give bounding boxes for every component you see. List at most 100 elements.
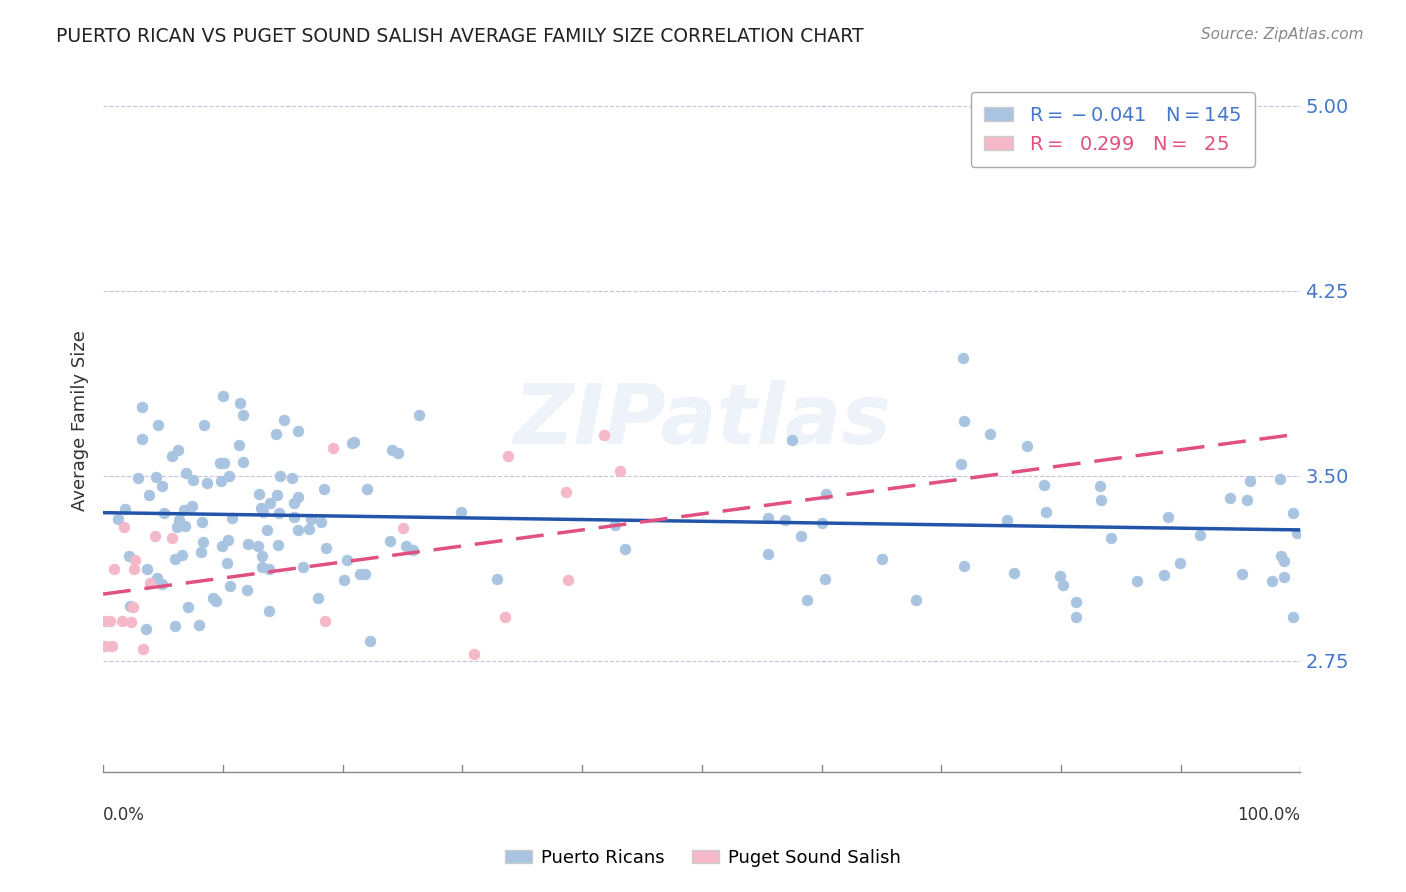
Point bbox=[112, 520, 135, 534]
Point bbox=[191, 515, 214, 529]
Point bbox=[401, 542, 423, 557]
Point bbox=[307, 591, 329, 605]
Point bbox=[1188, 528, 1211, 542]
Point bbox=[450, 504, 472, 518]
Point bbox=[356, 482, 378, 496]
Point bbox=[1052, 578, 1074, 592]
Point bbox=[555, 484, 578, 499]
Point bbox=[1017, 439, 1039, 453]
Y-axis label: Average Family Size: Average Family Size bbox=[72, 330, 89, 510]
Point bbox=[1170, 556, 1192, 570]
Point bbox=[180, 499, 202, 513]
Point bbox=[211, 539, 233, 553]
Point bbox=[349, 566, 371, 581]
Point bbox=[780, 433, 803, 447]
Point bbox=[287, 490, 309, 504]
Point bbox=[1230, 567, 1253, 582]
Point bbox=[354, 567, 377, 582]
Point bbox=[202, 591, 225, 605]
Point bbox=[267, 538, 290, 552]
Point bbox=[359, 634, 381, 648]
Point bbox=[121, 599, 143, 614]
Point bbox=[236, 536, 259, 550]
Point bbox=[756, 548, 779, 562]
Point bbox=[870, 552, 893, 566]
Point bbox=[1125, 574, 1147, 588]
Point bbox=[1002, 566, 1025, 580]
Text: 100.0%: 100.0% bbox=[1237, 806, 1301, 824]
Point bbox=[153, 506, 176, 520]
Point bbox=[1282, 610, 1305, 624]
Point bbox=[143, 529, 166, 543]
Point bbox=[176, 599, 198, 614]
Point bbox=[314, 615, 336, 629]
Point bbox=[392, 521, 415, 535]
Point bbox=[174, 519, 197, 533]
Point bbox=[131, 400, 153, 414]
Point bbox=[814, 573, 837, 587]
Point bbox=[257, 561, 280, 575]
Point bbox=[217, 533, 239, 547]
Point bbox=[315, 541, 337, 556]
Point bbox=[952, 351, 974, 365]
Point bbox=[496, 449, 519, 463]
Point bbox=[1282, 506, 1305, 520]
Point bbox=[1156, 510, 1178, 524]
Point bbox=[322, 441, 344, 455]
Point bbox=[1049, 568, 1071, 582]
Point bbox=[165, 552, 187, 566]
Point bbox=[340, 435, 363, 450]
Text: ZIPatlas: ZIPatlas bbox=[513, 380, 891, 460]
Point bbox=[209, 474, 232, 488]
Point bbox=[247, 539, 270, 553]
Point bbox=[165, 619, 187, 633]
Point bbox=[167, 513, 190, 527]
Point bbox=[613, 541, 636, 556]
Point bbox=[299, 511, 322, 525]
Point bbox=[810, 516, 832, 531]
Point bbox=[1285, 525, 1308, 540]
Point bbox=[1064, 595, 1087, 609]
Point bbox=[120, 615, 142, 629]
Point bbox=[463, 647, 485, 661]
Point bbox=[1101, 531, 1123, 545]
Point bbox=[267, 506, 290, 520]
Legend: $\mathregular{R = -0.041\ \ \ N = 145}$, $\mathregular{R =\ \ 0.299\ \ \ N =\ \ : $\mathregular{R = -0.041\ \ \ N = 145}$,… bbox=[970, 92, 1254, 168]
Point bbox=[173, 503, 195, 517]
Point bbox=[257, 603, 280, 617]
Text: Source: ZipAtlas.com: Source: ZipAtlas.com bbox=[1201, 27, 1364, 42]
Point bbox=[1270, 549, 1292, 563]
Point bbox=[1261, 574, 1284, 589]
Point bbox=[283, 510, 305, 524]
Point bbox=[93, 640, 115, 654]
Point bbox=[212, 388, 235, 402]
Point bbox=[111, 614, 134, 628]
Point bbox=[796, 593, 818, 607]
Point bbox=[1239, 475, 1261, 489]
Point bbox=[790, 529, 813, 543]
Point bbox=[292, 559, 315, 574]
Text: PUERTO RICAN VS PUGET SOUND SALISH AVERAGE FAMILY SIZE CORRELATION CHART: PUERTO RICAN VS PUGET SOUND SALISH AVERA… bbox=[56, 27, 863, 45]
Point bbox=[114, 502, 136, 516]
Point bbox=[557, 573, 579, 587]
Point bbox=[150, 577, 173, 591]
Point bbox=[120, 599, 142, 613]
Point bbox=[1219, 491, 1241, 506]
Point bbox=[131, 432, 153, 446]
Point bbox=[217, 556, 239, 570]
Point bbox=[167, 442, 190, 457]
Point bbox=[103, 562, 125, 576]
Point bbox=[756, 511, 779, 525]
Point bbox=[122, 562, 145, 576]
Point bbox=[283, 496, 305, 510]
Point bbox=[266, 488, 288, 502]
Point bbox=[160, 531, 183, 545]
Point bbox=[1272, 569, 1295, 583]
Point bbox=[495, 610, 517, 624]
Point bbox=[174, 466, 197, 480]
Point bbox=[107, 511, 129, 525]
Point bbox=[273, 413, 295, 427]
Point bbox=[252, 505, 274, 519]
Point bbox=[209, 456, 232, 470]
Point bbox=[1088, 479, 1111, 493]
